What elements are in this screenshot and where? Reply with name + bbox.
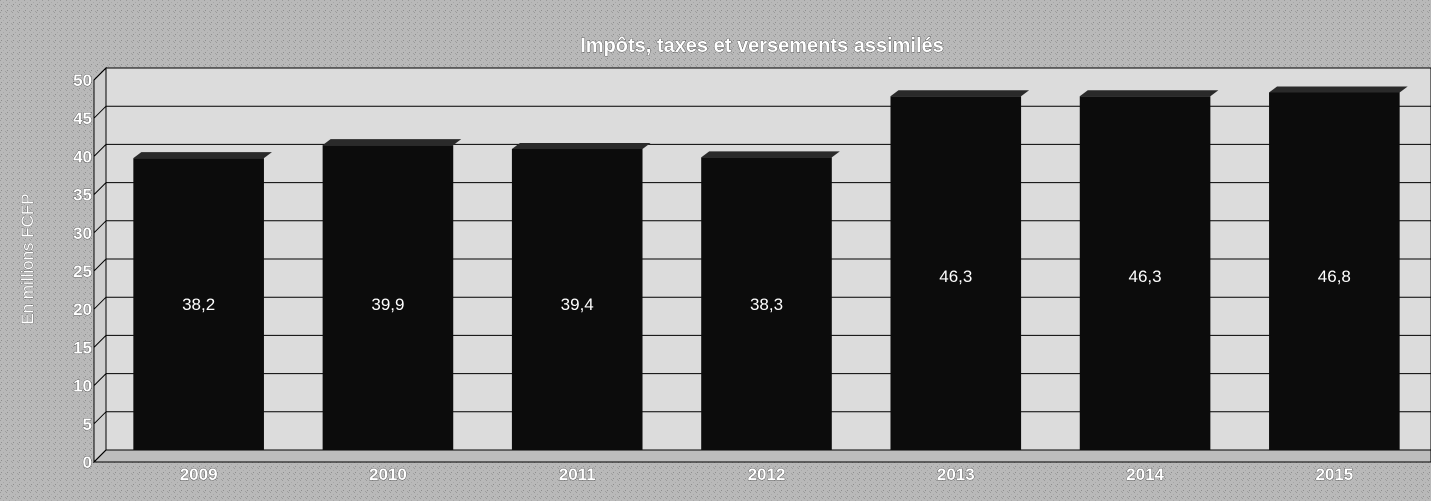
bar — [322, 145, 454, 450]
y-tick-label: 30 — [73, 224, 92, 243]
bar-top — [701, 151, 840, 158]
bar — [511, 148, 643, 450]
bar — [1269, 92, 1400, 450]
y-tick-label: 20 — [73, 300, 92, 319]
data-label: 46,3 — [1129, 267, 1162, 286]
x-tick-label: 2011 — [559, 465, 596, 484]
data-label: 38,2 — [182, 295, 215, 314]
gridline-side — [93, 105, 107, 119]
plot-area: 0 5 10 15 20 25 30 35 40 45 50 38,2 2009 39,9 2010 39,4… — [73, 66, 1431, 484]
gridline-side — [93, 335, 107, 348]
gridline-side — [93, 449, 107, 463]
x-tick-label: 2009 — [180, 465, 218, 484]
bar-top — [511, 142, 651, 149]
bar — [1079, 96, 1211, 450]
x-tick-label: 2013 — [937, 465, 975, 484]
data-label: 38,3 — [750, 295, 783, 314]
x-tick-label: 2010 — [369, 465, 407, 484]
bar — [133, 158, 264, 451]
plot-floor — [92, 449, 1431, 463]
gridline-side — [93, 296, 107, 310]
bar-top — [1079, 90, 1219, 97]
bar-top — [1269, 86, 1408, 93]
data-label: 46,8 — [1318, 267, 1351, 286]
y-tick-label: 25 — [73, 262, 92, 281]
bar-top — [133, 152, 272, 159]
x-tick-label: 2015 — [1315, 465, 1353, 484]
data-label: 39,4 — [561, 295, 594, 314]
data-label: 39,9 — [371, 295, 404, 314]
y-tick-label: 40 — [73, 147, 92, 166]
bar — [701, 157, 832, 450]
gridline-side — [93, 411, 107, 425]
y-axis-label: En millions FCFP — [18, 193, 37, 324]
bar-top — [322, 139, 462, 146]
y-tick-label: 0 — [83, 453, 92, 472]
y-tick-label: 50 — [73, 71, 92, 90]
bar — [890, 96, 1022, 450]
gridline-side — [93, 67, 107, 81]
y-tick-label: 10 — [73, 377, 92, 396]
chart-title: Impôts, taxes et versements assimilés — [580, 35, 944, 57]
gridline-side — [93, 144, 107, 157]
gridline-side — [93, 182, 107, 195]
y-tick-label: 5 — [83, 415, 92, 434]
data-label: 46,3 — [939, 267, 972, 286]
y-tick-label: 45 — [73, 109, 92, 128]
gridline-side — [93, 258, 107, 272]
x-tick-label: 2014 — [1126, 465, 1164, 484]
gridline-side — [93, 220, 107, 234]
y-tick-label: 15 — [73, 338, 92, 357]
gridline-side — [93, 373, 107, 386]
y-tick-label: 35 — [73, 186, 92, 205]
x-tick-label: 2012 — [748, 465, 786, 484]
bar-top — [890, 90, 1030, 97]
